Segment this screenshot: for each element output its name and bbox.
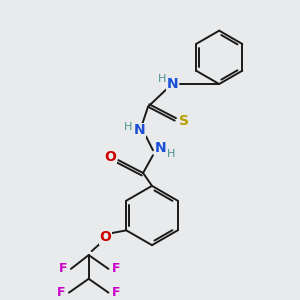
- Text: O: O: [100, 230, 112, 244]
- Text: F: F: [57, 286, 65, 299]
- Text: O: O: [104, 150, 116, 164]
- Text: S: S: [178, 114, 189, 128]
- Text: N: N: [133, 124, 145, 137]
- Text: N: N: [167, 77, 178, 91]
- Text: H: H: [167, 149, 175, 159]
- Text: N: N: [155, 141, 167, 155]
- Text: H: H: [124, 122, 132, 131]
- Text: H: H: [158, 74, 166, 84]
- Text: F: F: [112, 262, 121, 275]
- Text: F: F: [59, 262, 67, 275]
- Text: F: F: [112, 286, 121, 299]
